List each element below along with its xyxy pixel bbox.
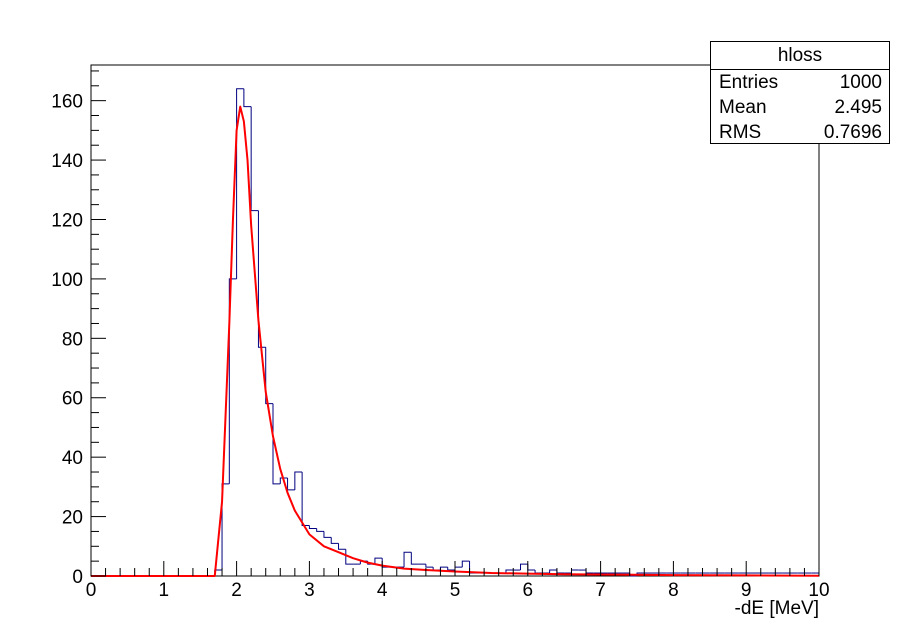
x-tick-label: 5: [450, 580, 461, 601]
y-tick-label: 0: [72, 567, 83, 588]
fit-series: [91, 105, 820, 577]
histogram-bin: [294, 471, 303, 490]
y-tick-label: 140: [51, 151, 83, 172]
histogram-bin: [330, 537, 339, 544]
y-axis: 0 20 40 60 80 100 120 140 160: [51, 70, 106, 588]
histogram-bin: [585, 570, 594, 574]
histogram-bin: [447, 567, 455, 571]
histogram-bin: [374, 557, 383, 565]
y-tick-label: 100: [51, 270, 83, 291]
histogram-bin: [287, 477, 295, 491]
histogram-bin: [257, 210, 266, 348]
x-tick-label: 10: [808, 580, 829, 601]
x-axis: 0 1 2 3 4 5 6 7 8 9 10: [86, 561, 830, 601]
histogram-bin: [316, 528, 324, 532]
stats-row-rms: RMS 0.7696: [711, 120, 889, 145]
x-axis-label: -dE [MeV]: [735, 598, 819, 619]
histogram-bin: [556, 570, 565, 574]
histogram-bin: [534, 570, 543, 574]
x-tick-label: 8: [668, 580, 679, 601]
x-tick-label: 0: [86, 580, 97, 601]
histogram-bin: [410, 552, 419, 565]
histogram-bin: [236, 88, 244, 279]
histogram-bin: [520, 563, 528, 571]
x-tick-label: 2: [231, 580, 242, 601]
stats-rms-value: 0.7696: [823, 122, 882, 143]
histogram-bin: [250, 106, 259, 212]
histogram-series: [91, 88, 820, 577]
histogram-bin: [279, 477, 288, 484]
stats-box: hloss Entries 1000 Mean 2.495 RMS 0.7696: [710, 41, 890, 144]
histogram-bin: [338, 543, 346, 550]
histogram-bin: [228, 278, 237, 484]
stats-row-mean: Mean 2.495: [711, 95, 889, 120]
x-tick-label: 6: [523, 580, 534, 601]
x-tick-label: 7: [595, 580, 606, 601]
histogram-bin: [323, 531, 332, 538]
histogram-bin: [461, 560, 470, 568]
y-tick-label: 60: [62, 389, 83, 410]
x-tick-label: 3: [304, 580, 315, 601]
histogram-bin: [549, 569, 557, 574]
histogram-bin: [505, 569, 514, 574]
y-tick-label: 160: [51, 92, 83, 113]
y-tick-label: 120: [51, 210, 83, 231]
fit-curve: [91, 105, 820, 577]
stats-rms-label: RMS: [719, 122, 762, 143]
histogram-bin: [570, 569, 579, 574]
x-tick-label: 4: [377, 580, 388, 601]
x-tick-label: 9: [741, 580, 752, 601]
histogram-bin: [527, 564, 536, 571]
y-tick-label: 20: [62, 508, 83, 529]
histogram-bin: [265, 347, 273, 405]
histogram-bin: [243, 88, 252, 108]
stats-row-entries: Entries 1000: [711, 70, 889, 95]
stats-mean-label: Mean: [719, 97, 767, 118]
stats-entries-label: Entries: [719, 72, 779, 93]
y-tick-label: 80: [62, 329, 83, 350]
x-tick-label: 1: [159, 580, 170, 601]
histogram-bin: [425, 564, 434, 568]
histogram-bin: [454, 566, 463, 571]
histogram-bin: [301, 472, 310, 526]
stats-title: hloss: [711, 42, 889, 70]
histogram-bin: [403, 551, 412, 568]
y-tick-label: 40: [62, 448, 83, 469]
histogram-bin: [439, 566, 448, 571]
stats-entries-value: 1000: [839, 72, 882, 93]
stats-mean-value: 2.495: [834, 97, 882, 118]
histogram-bin: [308, 525, 317, 529]
